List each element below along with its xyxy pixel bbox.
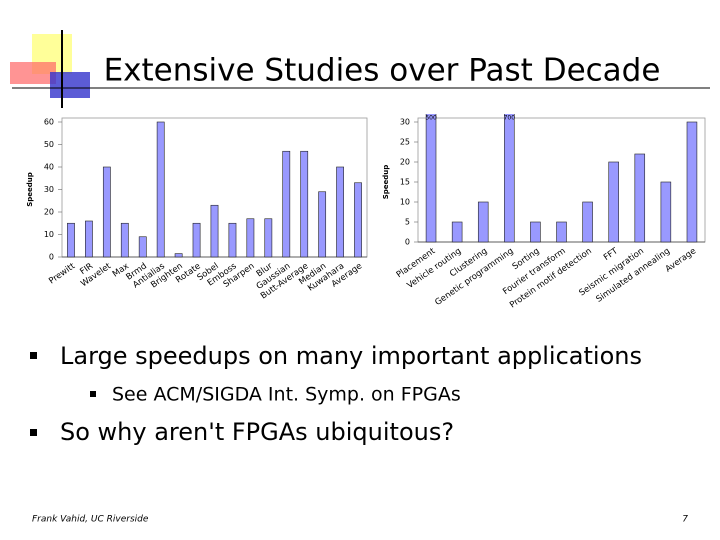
y-tick-label: 40: [44, 163, 54, 172]
bar: [67, 222, 75, 258]
bar: [504, 114, 515, 243]
page-number: 7: [682, 515, 688, 525]
bullet-marker: [30, 352, 37, 359]
y-tick-label: 20: [400, 158, 410, 167]
y-tick-label: 15: [400, 178, 410, 187]
bar: [102, 166, 111, 258]
bar: [85, 220, 93, 258]
value-label: 500: [425, 115, 437, 122]
bar: [300, 150, 309, 258]
y-tick-label: 0: [405, 238, 410, 247]
y-axis-label: Speedup: [26, 172, 34, 207]
bar: [451, 221, 463, 243]
bar: [556, 221, 567, 243]
y-tick-label: 10: [400, 198, 410, 207]
value-label: 700: [504, 115, 516, 122]
bullet: Large speedups on many important applica…: [60, 342, 642, 370]
bullet: So why aren't FPGAs ubiquitous?: [60, 418, 454, 446]
bar: [120, 222, 129, 258]
bar: [582, 201, 593, 243]
bar: [425, 114, 437, 243]
bar: [282, 150, 291, 258]
y-tick-label: 30: [44, 185, 54, 194]
y-tick-label: 30: [400, 118, 410, 127]
bar: [634, 153, 646, 243]
bar: [264, 218, 273, 258]
bullet-marker: [90, 391, 96, 397]
sub-bullet: See ACM/SIGDA Int. Symp. on FPGAs: [112, 384, 461, 406]
bar: [477, 201, 489, 243]
y-tick-label: 10: [44, 230, 54, 239]
bar: [354, 182, 362, 258]
bar: [608, 161, 619, 243]
deco-square: [50, 72, 90, 98]
deco-square: [10, 62, 56, 84]
y-tick-label: 25: [400, 138, 410, 147]
bar: [138, 236, 147, 258]
y-tick-label: 20: [44, 208, 54, 217]
bar: [336, 166, 344, 258]
y-axis-label: Speedup: [382, 165, 390, 200]
slide-title: Extensive Studies over Past Decade: [104, 53, 661, 89]
bullet-marker: [30, 429, 37, 436]
bar: [246, 218, 255, 258]
y-tick-label: 0: [49, 253, 54, 262]
bar: [174, 253, 183, 258]
bar: [156, 121, 165, 258]
bar: [686, 121, 698, 243]
footer: Frank Vahid, UC Riverside: [32, 515, 149, 525]
bar: [192, 222, 201, 258]
bar: [228, 222, 237, 258]
y-tick-label: 5: [405, 218, 410, 227]
bar: [530, 221, 541, 243]
bar: [660, 181, 672, 243]
bar: [210, 204, 219, 258]
x-tick-label: Prewitt: [47, 261, 77, 286]
x-tick-label: FFT: [602, 246, 621, 263]
y-tick-label: 50: [44, 140, 54, 149]
y-tick-label: 60: [44, 118, 54, 127]
bar: [318, 191, 327, 258]
